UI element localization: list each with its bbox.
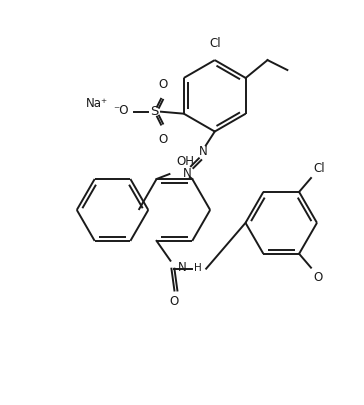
Text: ⁻O: ⁻O (113, 104, 128, 117)
Text: N: N (183, 167, 191, 180)
Text: Na⁺: Na⁺ (86, 97, 107, 110)
Text: N: N (198, 145, 207, 158)
Text: Cl: Cl (313, 162, 325, 175)
Text: S: S (150, 105, 158, 118)
Text: O: O (158, 78, 167, 91)
Text: O: O (158, 132, 167, 145)
Text: OH: OH (177, 155, 194, 168)
Text: O: O (313, 271, 322, 284)
Text: Cl: Cl (209, 37, 221, 50)
Text: O: O (170, 296, 179, 309)
Text: H: H (194, 263, 202, 273)
Text: N: N (178, 261, 186, 274)
